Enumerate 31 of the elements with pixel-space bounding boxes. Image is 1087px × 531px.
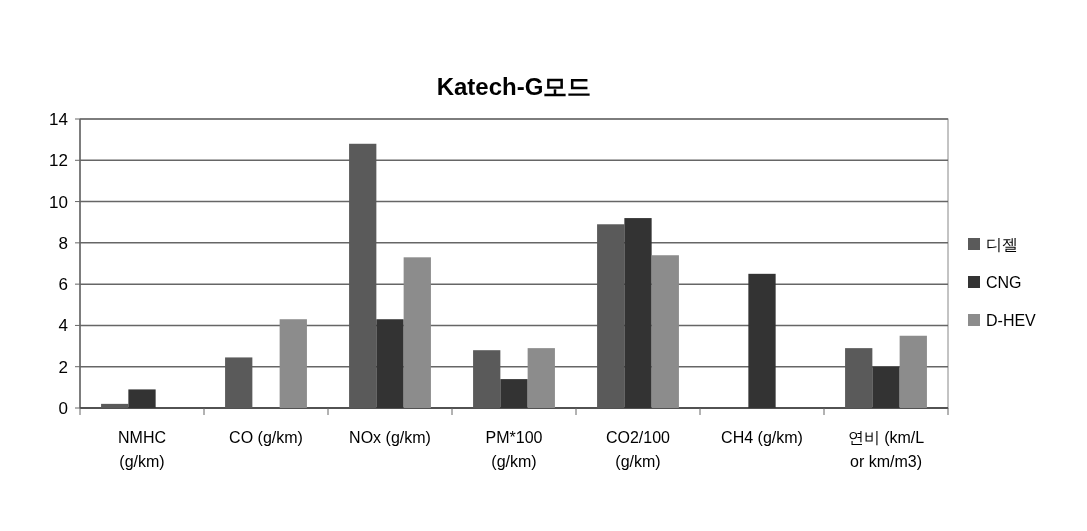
x-tick-label: NMHC (g/km) bbox=[118, 429, 166, 470]
y-tick-label: 0 bbox=[58, 399, 68, 418]
bar bbox=[279, 319, 307, 408]
x-tick-label: 연비 (km/L or km/m3) bbox=[847, 429, 925, 470]
y-tick-label: 14 bbox=[49, 110, 68, 129]
y-tick-label: 6 bbox=[58, 275, 68, 295]
bar bbox=[128, 389, 156, 408]
y-tick-label: 12 bbox=[49, 151, 68, 171]
x-tick-label: PM*100 (g/km) bbox=[485, 429, 543, 470]
x-tick-label: CH4 (g/km) bbox=[721, 429, 803, 446]
y-tick-label: 2 bbox=[58, 357, 68, 377]
bar bbox=[624, 218, 652, 408]
bar bbox=[500, 379, 528, 408]
bar bbox=[651, 255, 679, 408]
legend-label: 디젤 bbox=[986, 236, 1018, 253]
bar bbox=[527, 348, 555, 408]
y-tick-label: 8 bbox=[58, 233, 68, 253]
y-tick-label: 10 bbox=[49, 192, 68, 212]
y-tick-label: 4 bbox=[58, 316, 68, 336]
bar bbox=[101, 403, 129, 408]
bar bbox=[899, 335, 927, 408]
legend-label: D-HEV bbox=[986, 312, 1037, 329]
x-tick-label: CO2/100 (g/km) bbox=[605, 429, 671, 470]
legend-label: CNG bbox=[986, 274, 1022, 291]
x-tick-label: CO (g/km) bbox=[229, 429, 303, 446]
chart-title: Katech-G모드 bbox=[436, 73, 592, 100]
bar bbox=[872, 366, 900, 408]
bar bbox=[748, 273, 776, 408]
bar bbox=[376, 319, 404, 408]
bar bbox=[403, 257, 431, 408]
x-tick-label: NOx (g/km) bbox=[349, 429, 431, 446]
